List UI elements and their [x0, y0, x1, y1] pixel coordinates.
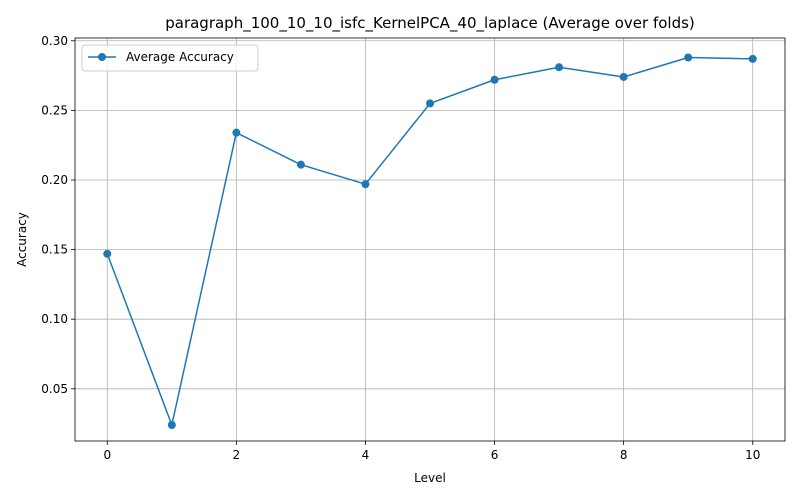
- series-layer: [103, 53, 757, 429]
- y-tick-label: 0.30: [41, 34, 68, 48]
- series-line-average-accuracy: [106, 56, 753, 426]
- y-axis: 0.05 0.10 0.15 0.20 0.25 0.30: [41, 34, 75, 396]
- data-point: [103, 249, 112, 258]
- x-tick-label: 10: [745, 448, 760, 462]
- y-tick-label: 0.15: [41, 243, 68, 257]
- y-tick-label: 0.25: [41, 103, 68, 117]
- y-tick-label: 0.20: [41, 173, 68, 187]
- x-tick-label: 8: [620, 448, 628, 462]
- y-axis-label: Accuracy: [15, 212, 29, 267]
- legend-entry-average-accuracy: Average Accuracy: [126, 50, 234, 64]
- data-point: [748, 54, 757, 63]
- x-axis-label: Level: [414, 471, 446, 485]
- data-point: [555, 63, 564, 72]
- data-point: [490, 75, 499, 84]
- chart-title: paragraph_100_10_10_isfc_KernelPCA_40_la…: [165, 14, 695, 33]
- y-tick-label: 0.05: [41, 382, 68, 396]
- data-point: [426, 99, 434, 108]
- x-axis: 0 2 4 6 8 10: [103, 441, 760, 462]
- x-tick-label: 2: [233, 448, 241, 462]
- x-tick-label: 0: [103, 448, 111, 462]
- data-point: [167, 420, 176, 429]
- data-point: [619, 72, 628, 81]
- x-tick-label: 4: [362, 448, 370, 462]
- legend-marker-swatch: [98, 53, 106, 61]
- data-point: [296, 160, 305, 169]
- x-tick-label: 6: [491, 448, 499, 462]
- data-point: [684, 53, 693, 62]
- legend-box: [81, 44, 259, 72]
- y-tick-label: 0.10: [41, 312, 68, 326]
- data-point: [232, 128, 241, 137]
- data-point: [361, 180, 370, 189]
- plot-area-frame: [74, 37, 786, 442]
- grid: [75, 38, 785, 441]
- legend: Average Accuracy: [81, 44, 259, 72]
